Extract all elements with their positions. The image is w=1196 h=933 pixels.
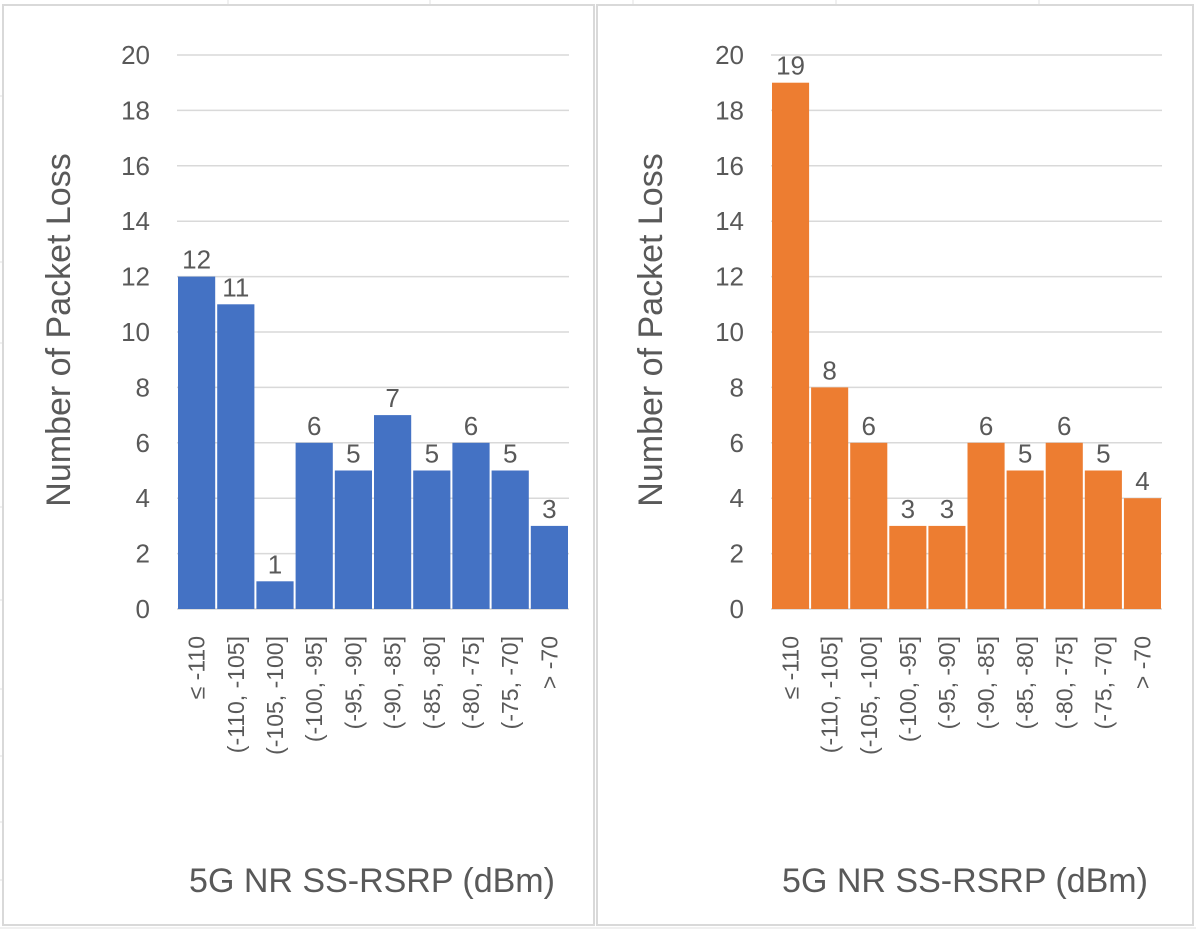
bar[interactable] <box>1006 470 1044 610</box>
y-tick-label: 12 <box>121 262 150 292</box>
bar-data-label: 1 <box>268 549 282 579</box>
chart-right-x-ticks: ≤ -110 (-110, -105] (-105, -100] (-100, -95… <box>778 636 1156 755</box>
bar[interactable] <box>452 442 490 609</box>
x-tick-label: (-100, -95] <box>895 636 921 742</box>
bar[interactable] <box>1123 498 1161 609</box>
x-tick-label: (-90, -85] <box>380 636 406 729</box>
chart-right-bars <box>772 82 1161 610</box>
bar[interactable] <box>811 387 849 609</box>
bar[interactable] <box>413 470 451 610</box>
y-tick-label: 10 <box>121 317 150 347</box>
y-tick-label: 20 <box>715 40 744 70</box>
y-tick-label: 0 <box>136 594 150 624</box>
y-tick-label: 12 <box>715 262 744 292</box>
bar[interactable] <box>1084 470 1122 610</box>
bar[interactable] <box>217 304 255 609</box>
bar[interactable] <box>491 470 529 610</box>
chart-right-frame <box>596 4 1194 926</box>
x-tick-label: (-100, -95] <box>301 636 327 742</box>
chart-left-y-axis-title: Number of Packet Loss <box>40 153 78 506</box>
y-tick-label: 2 <box>730 539 744 569</box>
bar-data-label: 4 <box>1135 466 1149 496</box>
bar-data-label: 6 <box>979 411 993 441</box>
bar-data-label: 3 <box>940 494 954 524</box>
bar[interactable] <box>967 442 1005 609</box>
bar[interactable] <box>772 82 810 609</box>
bar[interactable] <box>889 525 927 609</box>
bar-data-label: 5 <box>503 439 517 469</box>
bar-data-label: 6 <box>464 411 478 441</box>
chart-right-y-axis-title: Number of Packet Loss <box>632 153 670 506</box>
chart-left-x-axis-title: 5G NR SS-RSRP (dBm) <box>189 862 555 900</box>
bar-data-label: 19 <box>776 51 805 81</box>
bar-data-label: 6 <box>862 411 876 441</box>
bar[interactable] <box>928 525 966 609</box>
x-tick-label: > -70 <box>536 636 562 689</box>
x-tick-label: (-80, -75] <box>1051 636 1077 729</box>
chart-right-y-ticks: 0 2 4 6 8 10 12 14 16 18 20 <box>715 40 744 624</box>
y-tick-label: 4 <box>136 483 150 513</box>
bar-data-label: 12 <box>182 245 211 275</box>
x-tick-label: (-85, -80] <box>419 636 445 729</box>
x-tick-label: (-110, -105] <box>223 636 249 753</box>
chart-left-x-ticks: ≤ -110 (-110, -105] (-105, -100] (-100, -95… <box>184 636 563 755</box>
bar-data-label: 5 <box>1018 439 1032 469</box>
y-tick-label: 16 <box>121 151 150 181</box>
bar[interactable] <box>374 415 412 609</box>
x-tick-label: (-85, -80] <box>1012 636 1038 729</box>
x-tick-label: (-75, -70] <box>1090 636 1116 729</box>
x-tick-label: ≤ -110 <box>184 636 210 699</box>
bar[interactable] <box>1045 442 1083 609</box>
x-tick-label: (-110, -105] <box>817 636 843 753</box>
x-tick-label: (-75, -70] <box>497 636 523 729</box>
bar[interactable] <box>850 442 888 609</box>
bar-data-label: 5 <box>425 439 439 469</box>
bar-data-label: 5 <box>1096 439 1110 469</box>
x-tick-label: > -70 <box>1129 636 1155 689</box>
bar-data-label: 3 <box>542 494 556 524</box>
chart-right-x-axis-title: 5G NR SS-RSRP (dBm) <box>782 862 1148 900</box>
bar-data-label: 6 <box>307 411 321 441</box>
y-tick-label: 0 <box>730 594 744 624</box>
y-tick-label: 16 <box>715 151 744 181</box>
bar-data-label: 6 <box>1057 411 1071 441</box>
bar[interactable] <box>295 442 333 609</box>
bar-data-label: 3 <box>901 494 915 524</box>
y-tick-label: 20 <box>121 40 150 70</box>
chart-left-y-ticks: 0 2 4 6 8 10 12 14 16 18 20 <box>121 40 150 624</box>
y-tick-label: 14 <box>715 206 744 236</box>
bar-data-label: 5 <box>346 439 360 469</box>
y-tick-label: 8 <box>136 372 150 402</box>
x-tick-label: (-80, -75] <box>458 636 484 729</box>
y-tick-label: 8 <box>730 372 744 402</box>
y-tick-label: 6 <box>136 428 150 458</box>
x-tick-label: (-105, -100] <box>856 636 882 755</box>
y-tick-label: 4 <box>730 483 744 513</box>
y-tick-label: 18 <box>121 95 150 125</box>
y-tick-label: 14 <box>121 206 150 236</box>
bar-data-label: 7 <box>385 383 399 413</box>
bar[interactable] <box>178 276 216 609</box>
x-tick-label: (-90, -85] <box>973 636 999 729</box>
bar[interactable] <box>530 525 568 609</box>
bar[interactable] <box>256 581 294 609</box>
y-tick-label: 10 <box>715 317 744 347</box>
chart-left-bars <box>178 276 568 610</box>
y-tick-label: 18 <box>715 95 744 125</box>
x-tick-label: (-105, -100] <box>262 636 288 755</box>
y-tick-label: 2 <box>136 539 150 569</box>
x-tick-label: ≤ -110 <box>778 636 804 699</box>
bar[interactable] <box>334 470 372 610</box>
bar-data-label: 11 <box>222 272 249 302</box>
y-tick-label: 6 <box>730 428 744 458</box>
x-tick-label: (-95, -90] <box>934 636 960 729</box>
x-tick-label: (-95, -90] <box>340 636 366 729</box>
bar-data-label: 8 <box>822 355 836 385</box>
